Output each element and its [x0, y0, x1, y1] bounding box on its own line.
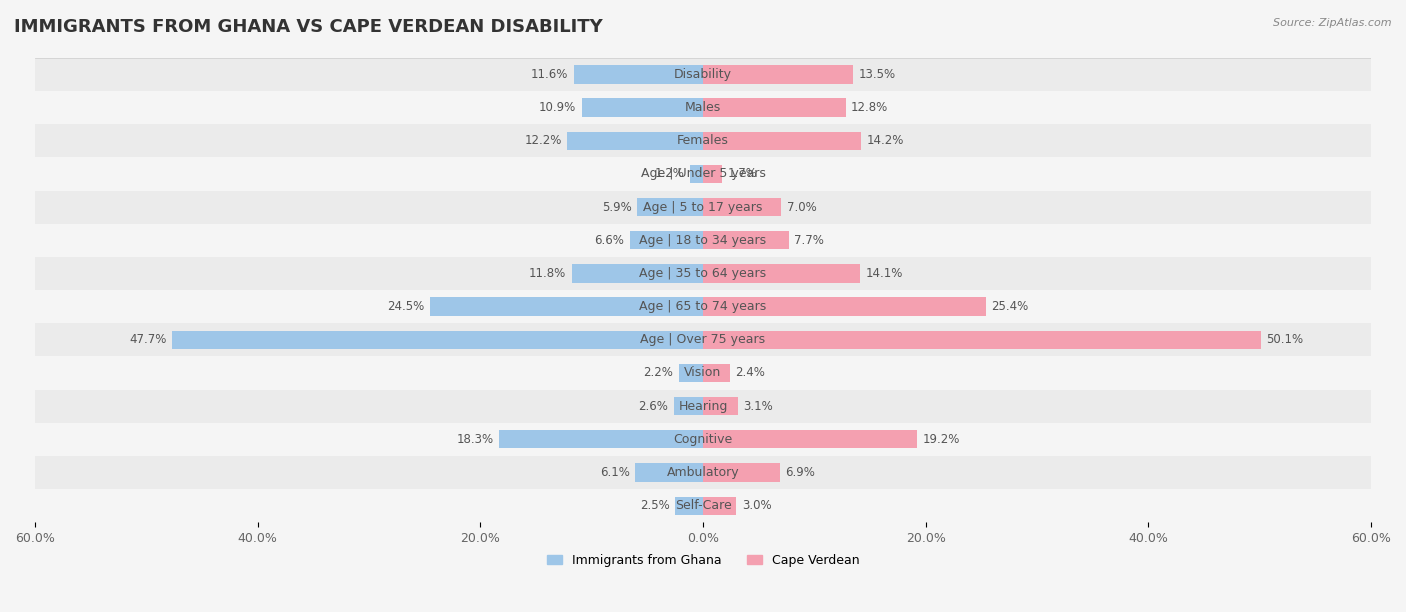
Text: 12.2%: 12.2% — [524, 134, 561, 147]
Text: 3.1%: 3.1% — [744, 400, 773, 412]
Bar — [703, 463, 780, 482]
Text: Age | 35 to 64 years: Age | 35 to 64 years — [640, 267, 766, 280]
Text: 3.0%: 3.0% — [742, 499, 772, 512]
Bar — [35, 91, 1371, 124]
Text: 6.6%: 6.6% — [595, 234, 624, 247]
Text: 5.9%: 5.9% — [602, 201, 631, 214]
Bar — [172, 330, 703, 349]
Bar — [430, 297, 703, 316]
Text: 47.7%: 47.7% — [129, 334, 166, 346]
Bar — [703, 430, 917, 449]
Bar — [703, 65, 853, 84]
Bar — [35, 489, 1371, 522]
Text: 50.1%: 50.1% — [1267, 334, 1303, 346]
Bar — [636, 463, 703, 482]
Bar — [35, 390, 1371, 423]
Text: Hearing: Hearing — [678, 400, 728, 412]
Bar — [703, 231, 789, 250]
Text: 25.4%: 25.4% — [991, 300, 1029, 313]
Text: Age | 5 to 17 years: Age | 5 to 17 years — [644, 201, 762, 214]
Text: Source: ZipAtlas.com: Source: ZipAtlas.com — [1274, 18, 1392, 28]
Bar — [703, 198, 780, 216]
Bar — [35, 423, 1371, 456]
Text: 10.9%: 10.9% — [538, 101, 576, 114]
Bar — [35, 124, 1371, 157]
Bar — [689, 165, 703, 183]
Text: Age | Over 75 years: Age | Over 75 years — [641, 334, 765, 346]
Text: 14.1%: 14.1% — [866, 267, 903, 280]
Bar — [703, 496, 737, 515]
Bar — [703, 397, 738, 416]
Text: 7.0%: 7.0% — [786, 201, 817, 214]
Text: 6.9%: 6.9% — [786, 466, 815, 479]
Text: Self-Care: Self-Care — [675, 499, 731, 512]
Bar — [35, 157, 1371, 190]
Text: Cognitive: Cognitive — [673, 433, 733, 446]
Bar — [703, 264, 860, 283]
Text: Age | 18 to 34 years: Age | 18 to 34 years — [640, 234, 766, 247]
Bar — [675, 496, 703, 515]
Text: 24.5%: 24.5% — [388, 300, 425, 313]
Text: 7.7%: 7.7% — [794, 234, 824, 247]
Text: 2.6%: 2.6% — [638, 400, 668, 412]
Text: 6.1%: 6.1% — [599, 466, 630, 479]
Bar — [703, 297, 986, 316]
Text: 11.8%: 11.8% — [529, 267, 567, 280]
Text: Females: Females — [678, 134, 728, 147]
Text: 1.2%: 1.2% — [654, 168, 685, 181]
Text: 11.6%: 11.6% — [531, 68, 568, 81]
Bar — [574, 65, 703, 84]
Text: Males: Males — [685, 101, 721, 114]
Text: Ambulatory: Ambulatory — [666, 466, 740, 479]
Text: 14.2%: 14.2% — [866, 134, 904, 147]
Bar — [572, 264, 703, 283]
Bar — [703, 330, 1261, 349]
Text: 2.2%: 2.2% — [643, 367, 673, 379]
Bar — [35, 58, 1371, 91]
Text: 13.5%: 13.5% — [859, 68, 896, 81]
Text: Age | Under 5 years: Age | Under 5 years — [641, 168, 765, 181]
Bar — [35, 290, 1371, 323]
Bar — [35, 356, 1371, 390]
Bar — [499, 430, 703, 449]
Text: Vision: Vision — [685, 367, 721, 379]
Bar — [703, 132, 860, 150]
Bar — [582, 99, 703, 117]
Bar — [703, 165, 721, 183]
Bar — [35, 190, 1371, 224]
Text: 12.8%: 12.8% — [851, 101, 889, 114]
Bar — [35, 456, 1371, 489]
Bar — [673, 397, 703, 416]
Text: Age | 65 to 74 years: Age | 65 to 74 years — [640, 300, 766, 313]
Bar — [35, 257, 1371, 290]
Text: IMMIGRANTS FROM GHANA VS CAPE VERDEAN DISABILITY: IMMIGRANTS FROM GHANA VS CAPE VERDEAN DI… — [14, 18, 603, 36]
Legend: Immigrants from Ghana, Cape Verdean: Immigrants from Ghana, Cape Verdean — [541, 549, 865, 572]
Text: 18.3%: 18.3% — [457, 433, 494, 446]
Bar — [35, 224, 1371, 257]
Bar — [630, 231, 703, 250]
Text: 2.4%: 2.4% — [735, 367, 765, 379]
Text: 2.5%: 2.5% — [640, 499, 669, 512]
Bar — [35, 323, 1371, 356]
Bar — [637, 198, 703, 216]
Bar — [679, 364, 703, 382]
Bar — [703, 364, 730, 382]
Text: 19.2%: 19.2% — [922, 433, 960, 446]
Bar — [567, 132, 703, 150]
Text: Disability: Disability — [673, 68, 733, 81]
Text: 1.7%: 1.7% — [727, 168, 758, 181]
Bar — [703, 99, 845, 117]
